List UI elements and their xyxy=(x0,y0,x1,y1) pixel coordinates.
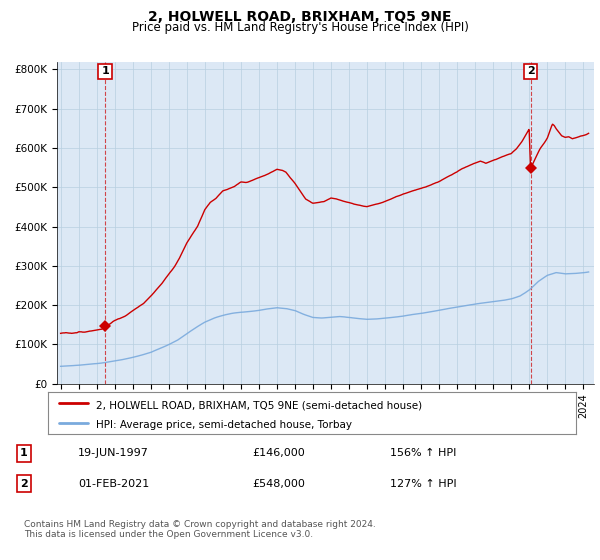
Text: £146,000: £146,000 xyxy=(252,449,305,459)
Text: 2, HOLWELL ROAD, BRIXHAM, TQ5 9NE: 2, HOLWELL ROAD, BRIXHAM, TQ5 9NE xyxy=(148,10,452,24)
Text: £548,000: £548,000 xyxy=(252,479,305,489)
Text: 1: 1 xyxy=(20,449,28,459)
Text: Price paid vs. HM Land Registry's House Price Index (HPI): Price paid vs. HM Land Registry's House … xyxy=(131,21,469,34)
Text: 01-FEB-2021: 01-FEB-2021 xyxy=(78,479,149,489)
Text: 19-JUN-1997: 19-JUN-1997 xyxy=(78,449,149,459)
Text: HPI: Average price, semi-detached house, Torbay: HPI: Average price, semi-detached house,… xyxy=(95,420,352,430)
Text: 1: 1 xyxy=(101,67,109,76)
Text: Contains HM Land Registry data © Crown copyright and database right 2024.
This d: Contains HM Land Registry data © Crown c… xyxy=(24,520,376,539)
Text: 2: 2 xyxy=(527,67,535,76)
Text: 2: 2 xyxy=(20,479,28,489)
Text: 127% ↑ HPI: 127% ↑ HPI xyxy=(390,479,457,489)
Text: 2, HOLWELL ROAD, BRIXHAM, TQ5 9NE (semi-detached house): 2, HOLWELL ROAD, BRIXHAM, TQ5 9NE (semi-… xyxy=(95,400,422,410)
Text: 156% ↑ HPI: 156% ↑ HPI xyxy=(390,449,457,459)
